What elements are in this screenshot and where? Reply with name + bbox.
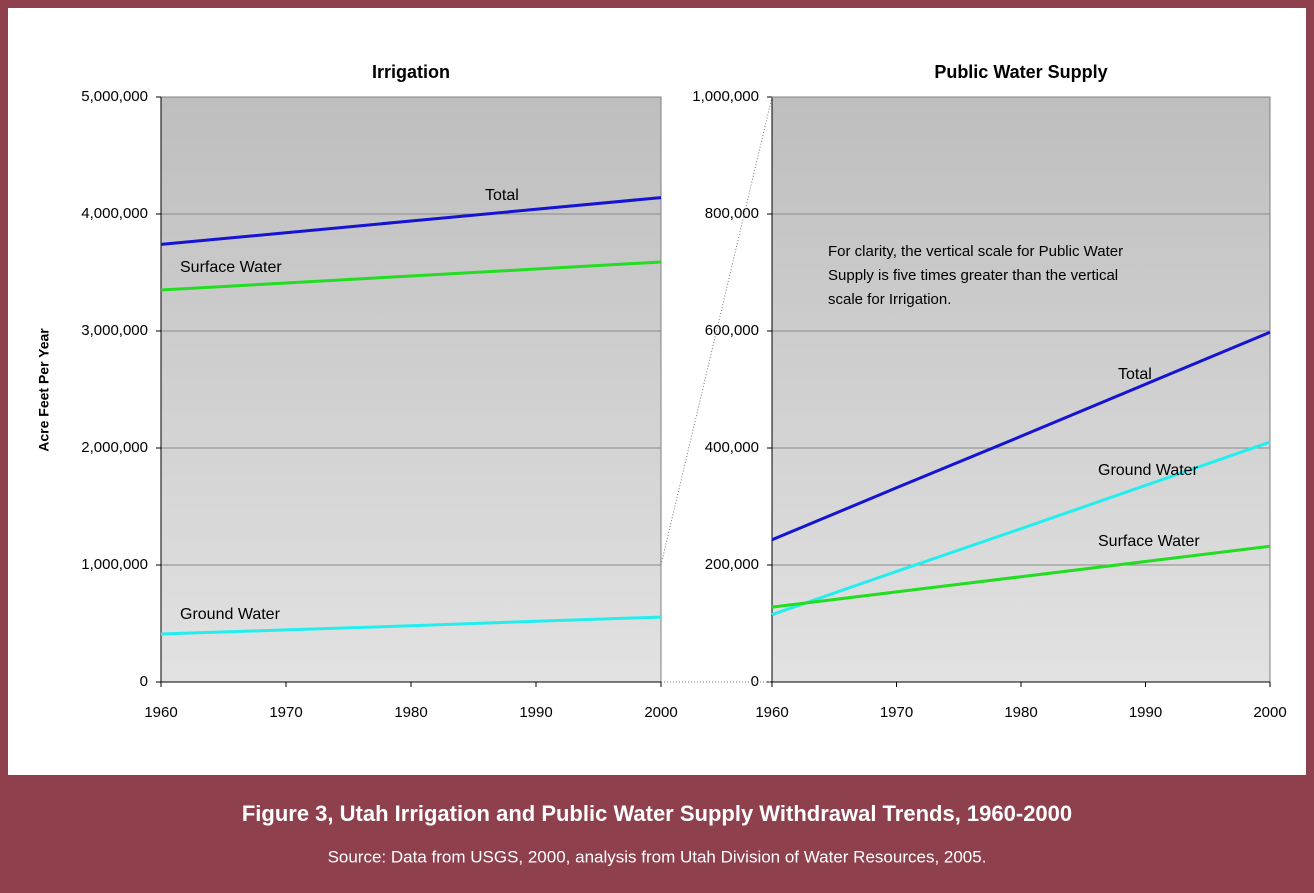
y-tick-label: 2,000,000 [81, 439, 148, 456]
series-line [160, 615, 662, 636]
series-line [771, 440, 1271, 617]
x-tick-label: 1990 [519, 704, 552, 721]
series-label: Total [485, 187, 519, 204]
annotation: For clarity, the vertical scale for Publ… [828, 243, 1123, 260]
x-tick-label: 1970 [880, 704, 913, 721]
series-line [160, 196, 662, 246]
y-tick-label: 800,000 [705, 205, 759, 222]
y-tick-label: 400,000 [705, 439, 759, 456]
x-tick-label: 1960 [755, 704, 788, 721]
series-label: Surface Water [180, 259, 282, 276]
y-tick-label: 3,000,000 [81, 322, 148, 339]
plot-area [160, 96, 662, 683]
annotation: scale for Irrigation. [828, 291, 951, 308]
y-tick-label: 4,000,000 [81, 205, 148, 222]
caption-source: Source: Data from USGS, 2000, analysis f… [328, 847, 987, 866]
x-tick-label: 1980 [1004, 704, 1037, 721]
x-tick-label: 1980 [394, 704, 427, 721]
plot-area [771, 96, 1271, 683]
series-label: Surface Water [1098, 533, 1200, 550]
series-label: Ground Water [180, 606, 281, 623]
chart-title: Public Water Supply [934, 62, 1107, 82]
y-axis-title: Acre Feet Per Year [36, 328, 52, 452]
y-tick-label: 600,000 [705, 322, 759, 339]
x-tick-label: 2000 [1253, 704, 1286, 721]
series-label: Total [1118, 366, 1152, 383]
series-line [771, 330, 1271, 542]
x-tick-label: 1970 [269, 704, 302, 721]
y-tick-label: 1,000,000 [692, 88, 759, 105]
series-label: Ground Water [1098, 462, 1199, 479]
y-tick-label: 1,000,000 [81, 556, 148, 573]
caption-title: Figure 3, Utah Irrigation and Public Wat… [242, 801, 1072, 826]
series-line [771, 544, 1271, 609]
y-tick-label: 5,000,000 [81, 88, 148, 105]
x-tick-label: 2000 [644, 704, 677, 721]
series-line [160, 260, 662, 292]
x-tick-label: 1990 [1129, 704, 1162, 721]
annotation: Supply is five times greater than the ve… [828, 267, 1118, 284]
scale-connector [660, 96, 773, 566]
x-tick-label: 1960 [144, 704, 177, 721]
y-tick-label: 0 [751, 673, 759, 690]
chart-title: Irrigation [372, 62, 450, 82]
y-tick-label: 0 [140, 673, 148, 690]
y-tick-label: 200,000 [705, 556, 759, 573]
